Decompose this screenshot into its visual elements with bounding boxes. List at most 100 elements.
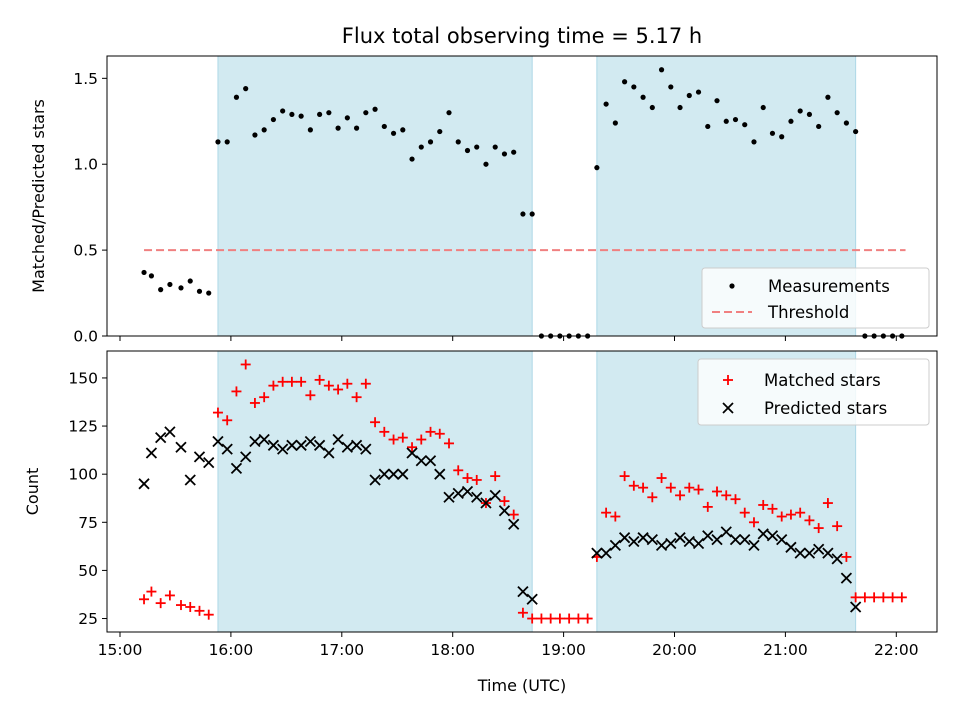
predicted-point — [813, 543, 825, 555]
predicted-point-b — [378, 468, 390, 480]
predicted-point — [618, 532, 631, 544]
top-legend: Measurements Threshold — [701, 267, 930, 329]
measurement-point — [751, 139, 757, 145]
x-tick-label: 17:00 — [319, 641, 364, 659]
measurement-point — [252, 132, 258, 138]
measurement-point — [501, 151, 508, 157]
predicted-point-b — [184, 474, 196, 486]
predicted-point-b — [508, 518, 520, 530]
matched-point — [545, 613, 556, 624]
predicted-point — [646, 533, 658, 546]
matched-point — [222, 415, 233, 426]
predicted-point — [461, 485, 474, 498]
matched-point — [342, 378, 353, 389]
matched-point — [887, 592, 898, 603]
matched-point — [444, 438, 455, 449]
predicted-point — [138, 478, 150, 490]
predicted-point — [526, 593, 538, 605]
matched-point — [739, 507, 750, 518]
measurement-point — [196, 288, 203, 294]
predicted-point-b — [489, 489, 501, 501]
predicted-point — [341, 441, 353, 453]
matched-point — [471, 474, 482, 485]
legend-matched-label: Matched stars — [764, 371, 881, 390]
x-tick-label: 21:00 — [763, 641, 808, 659]
matched-point — [323, 380, 334, 391]
matched-point — [822, 498, 833, 509]
matched-point — [601, 507, 612, 518]
matched-point — [628, 480, 639, 491]
measurement-point — [353, 125, 360, 131]
predicted-point — [258, 433, 270, 446]
legend-measurement-marker — [729, 283, 735, 289]
measurement-point — [825, 94, 831, 100]
predicted-point-b — [498, 505, 511, 517]
predicted-point — [406, 447, 418, 459]
predicted-point-b — [415, 455, 427, 467]
predicted-point-b — [286, 439, 298, 451]
predicted-point-b — [240, 451, 252, 463]
predicted-point — [452, 487, 464, 500]
predicted-point — [267, 439, 280, 451]
measurement-point — [640, 94, 646, 100]
matched-point — [286, 376, 297, 387]
measurement-point — [372, 106, 378, 112]
measurement-point — [788, 118, 794, 124]
predicted-point — [286, 439, 298, 451]
matched-point — [554, 613, 565, 624]
measurement-point — [695, 89, 702, 95]
matched-point — [240, 359, 251, 370]
predicted-point — [304, 435, 317, 448]
predicted-point — [378, 468, 390, 480]
predicted-point-b — [350, 439, 363, 451]
x-axis-label: Time (UTC) — [477, 676, 566, 695]
predicted-point — [794, 547, 806, 559]
predicted-point-b — [397, 468, 409, 480]
predicted-point — [489, 489, 501, 501]
measurement-point — [206, 290, 212, 296]
predicted-point-b — [258, 433, 270, 446]
predicted-point-b — [341, 441, 353, 453]
predicted-point-b — [702, 530, 714, 542]
top-plot-marks — [141, 67, 906, 339]
matched-point — [758, 499, 769, 510]
bottom-panel: 25 50 75 100 125 150 15:00 16:00 17:00 18:00 19:0… — [23, 350, 938, 695]
predicted-point-b — [637, 532, 649, 544]
predicted-point — [221, 443, 233, 455]
measurement-point — [289, 111, 295, 118]
matched-point — [896, 592, 907, 603]
measurement-point — [658, 67, 665, 73]
legend-threshold-label: Threshold — [767, 303, 849, 322]
predicted-point-b — [757, 528, 769, 540]
predicted-point — [628, 535, 640, 548]
bottom-y-tick-label: 125 — [68, 418, 98, 436]
matched-point — [370, 417, 381, 428]
predicted-point-b — [193, 451, 206, 463]
matched-point — [656, 473, 667, 484]
legend-matched-marker — [723, 375, 733, 385]
bottom-y-tick-label: 50 — [78, 562, 98, 580]
predicted-point — [295, 439, 307, 451]
matched-point — [453, 465, 464, 476]
matched-point — [416, 434, 427, 445]
bottom-legend-box — [697, 358, 930, 426]
predicted-point — [711, 533, 723, 546]
predicted-point — [360, 443, 372, 455]
matched-point — [146, 586, 157, 597]
measurement-point — [511, 149, 517, 155]
predicted-point — [498, 505, 511, 517]
matched-point — [702, 501, 713, 512]
matched-point — [462, 473, 473, 484]
predicted-point — [397, 468, 409, 480]
measurement-point — [344, 115, 350, 121]
matched-point — [490, 471, 501, 482]
measurement-point — [427, 139, 434, 145]
predicted-point — [369, 474, 381, 486]
predicted-point-b — [387, 468, 400, 480]
measurement-point — [723, 118, 729, 124]
predicted-point-b — [221, 443, 233, 455]
matched-point — [164, 590, 175, 601]
predicted-point-b — [461, 485, 474, 498]
predicted-point — [387, 468, 400, 480]
